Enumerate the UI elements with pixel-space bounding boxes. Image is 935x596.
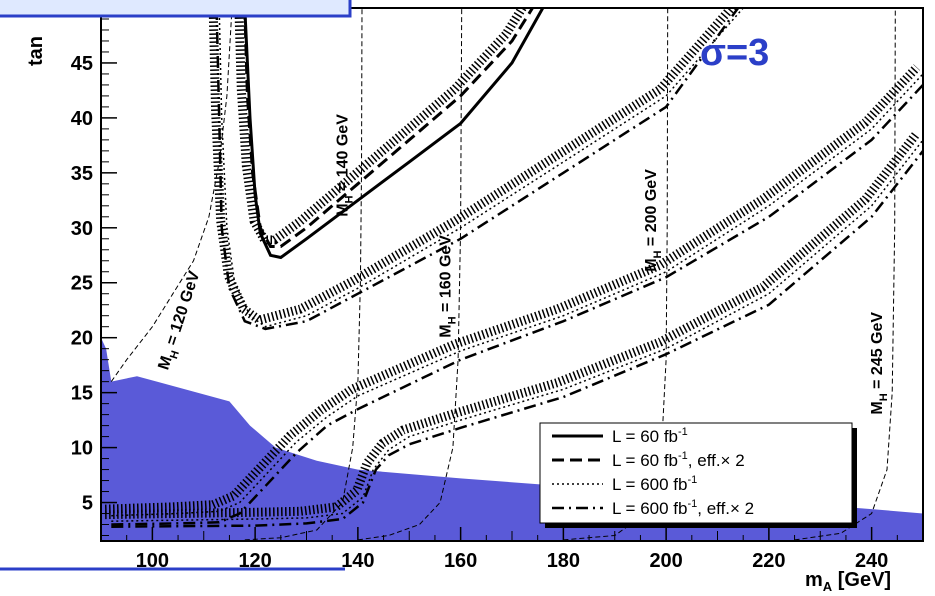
legend-label-main: L = 60 fb [612,451,678,470]
y-tick-label-3: 20 [71,328,93,350]
x-axis-label-unit: [GeV] [832,569,891,591]
x-axis-label: mA [GeV] [805,569,891,594]
series-line-2 [218,8,744,328]
x-tick-label-6: 220 [752,550,785,572]
legend-label-main: L = 60 fb [612,427,678,446]
mh-label-symbol: M [643,258,660,271]
legend: L = 60 fb-1L = 60 fb-1, eff.× 2L = 600 f… [539,422,857,528]
x-axis-label-main: m [805,569,823,591]
legend-label-sup: -1 [687,498,697,510]
x-axis-label-sub: A [823,579,833,594]
legend-label-main: L = 600 fb [612,475,687,494]
series-line-4 [111,73,923,517]
mh-contour-0 [110,8,233,382]
y-tick-label-5: 30 [71,218,93,240]
x-tick-label-7: 240 [855,550,888,572]
mh-label-value: = 140 GeV [335,114,352,196]
top-left-banner [0,0,352,18]
x-tick-label-1: 120 [238,550,271,572]
y-tick-label-0: 5 [82,493,93,515]
series-line-7 [111,150,923,528]
series-band-2 [208,8,738,325]
legend-label-sup: -1 [678,450,688,462]
mh-label-4: MH = 245 GeV [869,312,890,415]
legend-label-sup: -1 [678,426,688,438]
y-tick-label-2: 15 [71,383,93,405]
legend-label-main: L = 600 fb [612,499,687,518]
series-line-5 [111,84,923,526]
series-layer [104,8,923,528]
mh-label-symbol: M [869,401,886,414]
mh-label-value: = 160 GeV [437,235,454,317]
legend-label-0: L = 60 fb-1 [612,426,688,446]
axis-ticks-layer: 100 120 140 160 180 200 220 240 5 10 15 20 25 30 35 40 4… [71,18,924,572]
mh-contour-1 [244,8,363,541]
series-band-1 [234,8,528,245]
x-tick-label-4: 180 [547,550,580,572]
series-line-1 [243,8,534,248]
y-axis-label: tan [25,36,47,66]
mh-label-3: MH = 200 GeV [643,169,664,272]
sigma-annotation: σ=3 [700,32,769,74]
x-tick-label-0: 100 [136,550,169,572]
x-tick-label-5: 200 [649,550,682,572]
mh-label-sub: H [446,316,458,324]
mh-label-symbol: M [155,354,175,372]
y-tick-label-6: 35 [71,163,93,185]
legend-label-sup: -1 [687,474,697,486]
mh-label-1: MH = 140 GeV [335,114,356,217]
x-tick-label-2: 140 [341,550,374,572]
legend-label-suffix: , eff.× 2 [688,451,745,470]
legend-label-2: L = 600 fb-1 [612,474,697,494]
legend-label-3: L = 600 fb-1, eff.× 2 [612,498,754,518]
mh-label-symbol: M [437,324,454,337]
y-tick-label-4: 25 [71,273,93,295]
series-line-3 [215,8,740,331]
series-line-6 [111,139,923,522]
legend-box [539,422,853,524]
y-tick-label-1: 10 [71,438,93,460]
excluded-region-layer [101,337,923,541]
mh-label-sub: H [652,250,664,258]
mh-label-sub: H [168,349,182,360]
y-tick-label-7: 40 [71,108,93,130]
y-tick-label-8: 45 [71,53,93,75]
excluded-region [101,337,923,541]
series-band-4 [104,64,921,514]
series-band-6 [105,130,921,520]
mh-contour-2 [357,8,463,541]
series-line-0 [243,8,545,260]
mh-label-sub: H [344,195,356,203]
mh-label-value: = 200 GeV [643,169,660,251]
legend-label-suffix: , eff.× 2 [697,499,754,518]
mh-label-2: MH = 160 GeV [437,235,458,338]
mh-contour-4 [794,8,896,541]
legend-label-1: L = 60 fb-1, eff.× 2 [612,450,745,470]
mh-label-symbol: M [335,203,352,216]
mh-label-value: = 245 GeV [869,312,886,394]
mh-label-sub: H [878,393,890,401]
x-tick-label-3: 160 [444,550,477,572]
